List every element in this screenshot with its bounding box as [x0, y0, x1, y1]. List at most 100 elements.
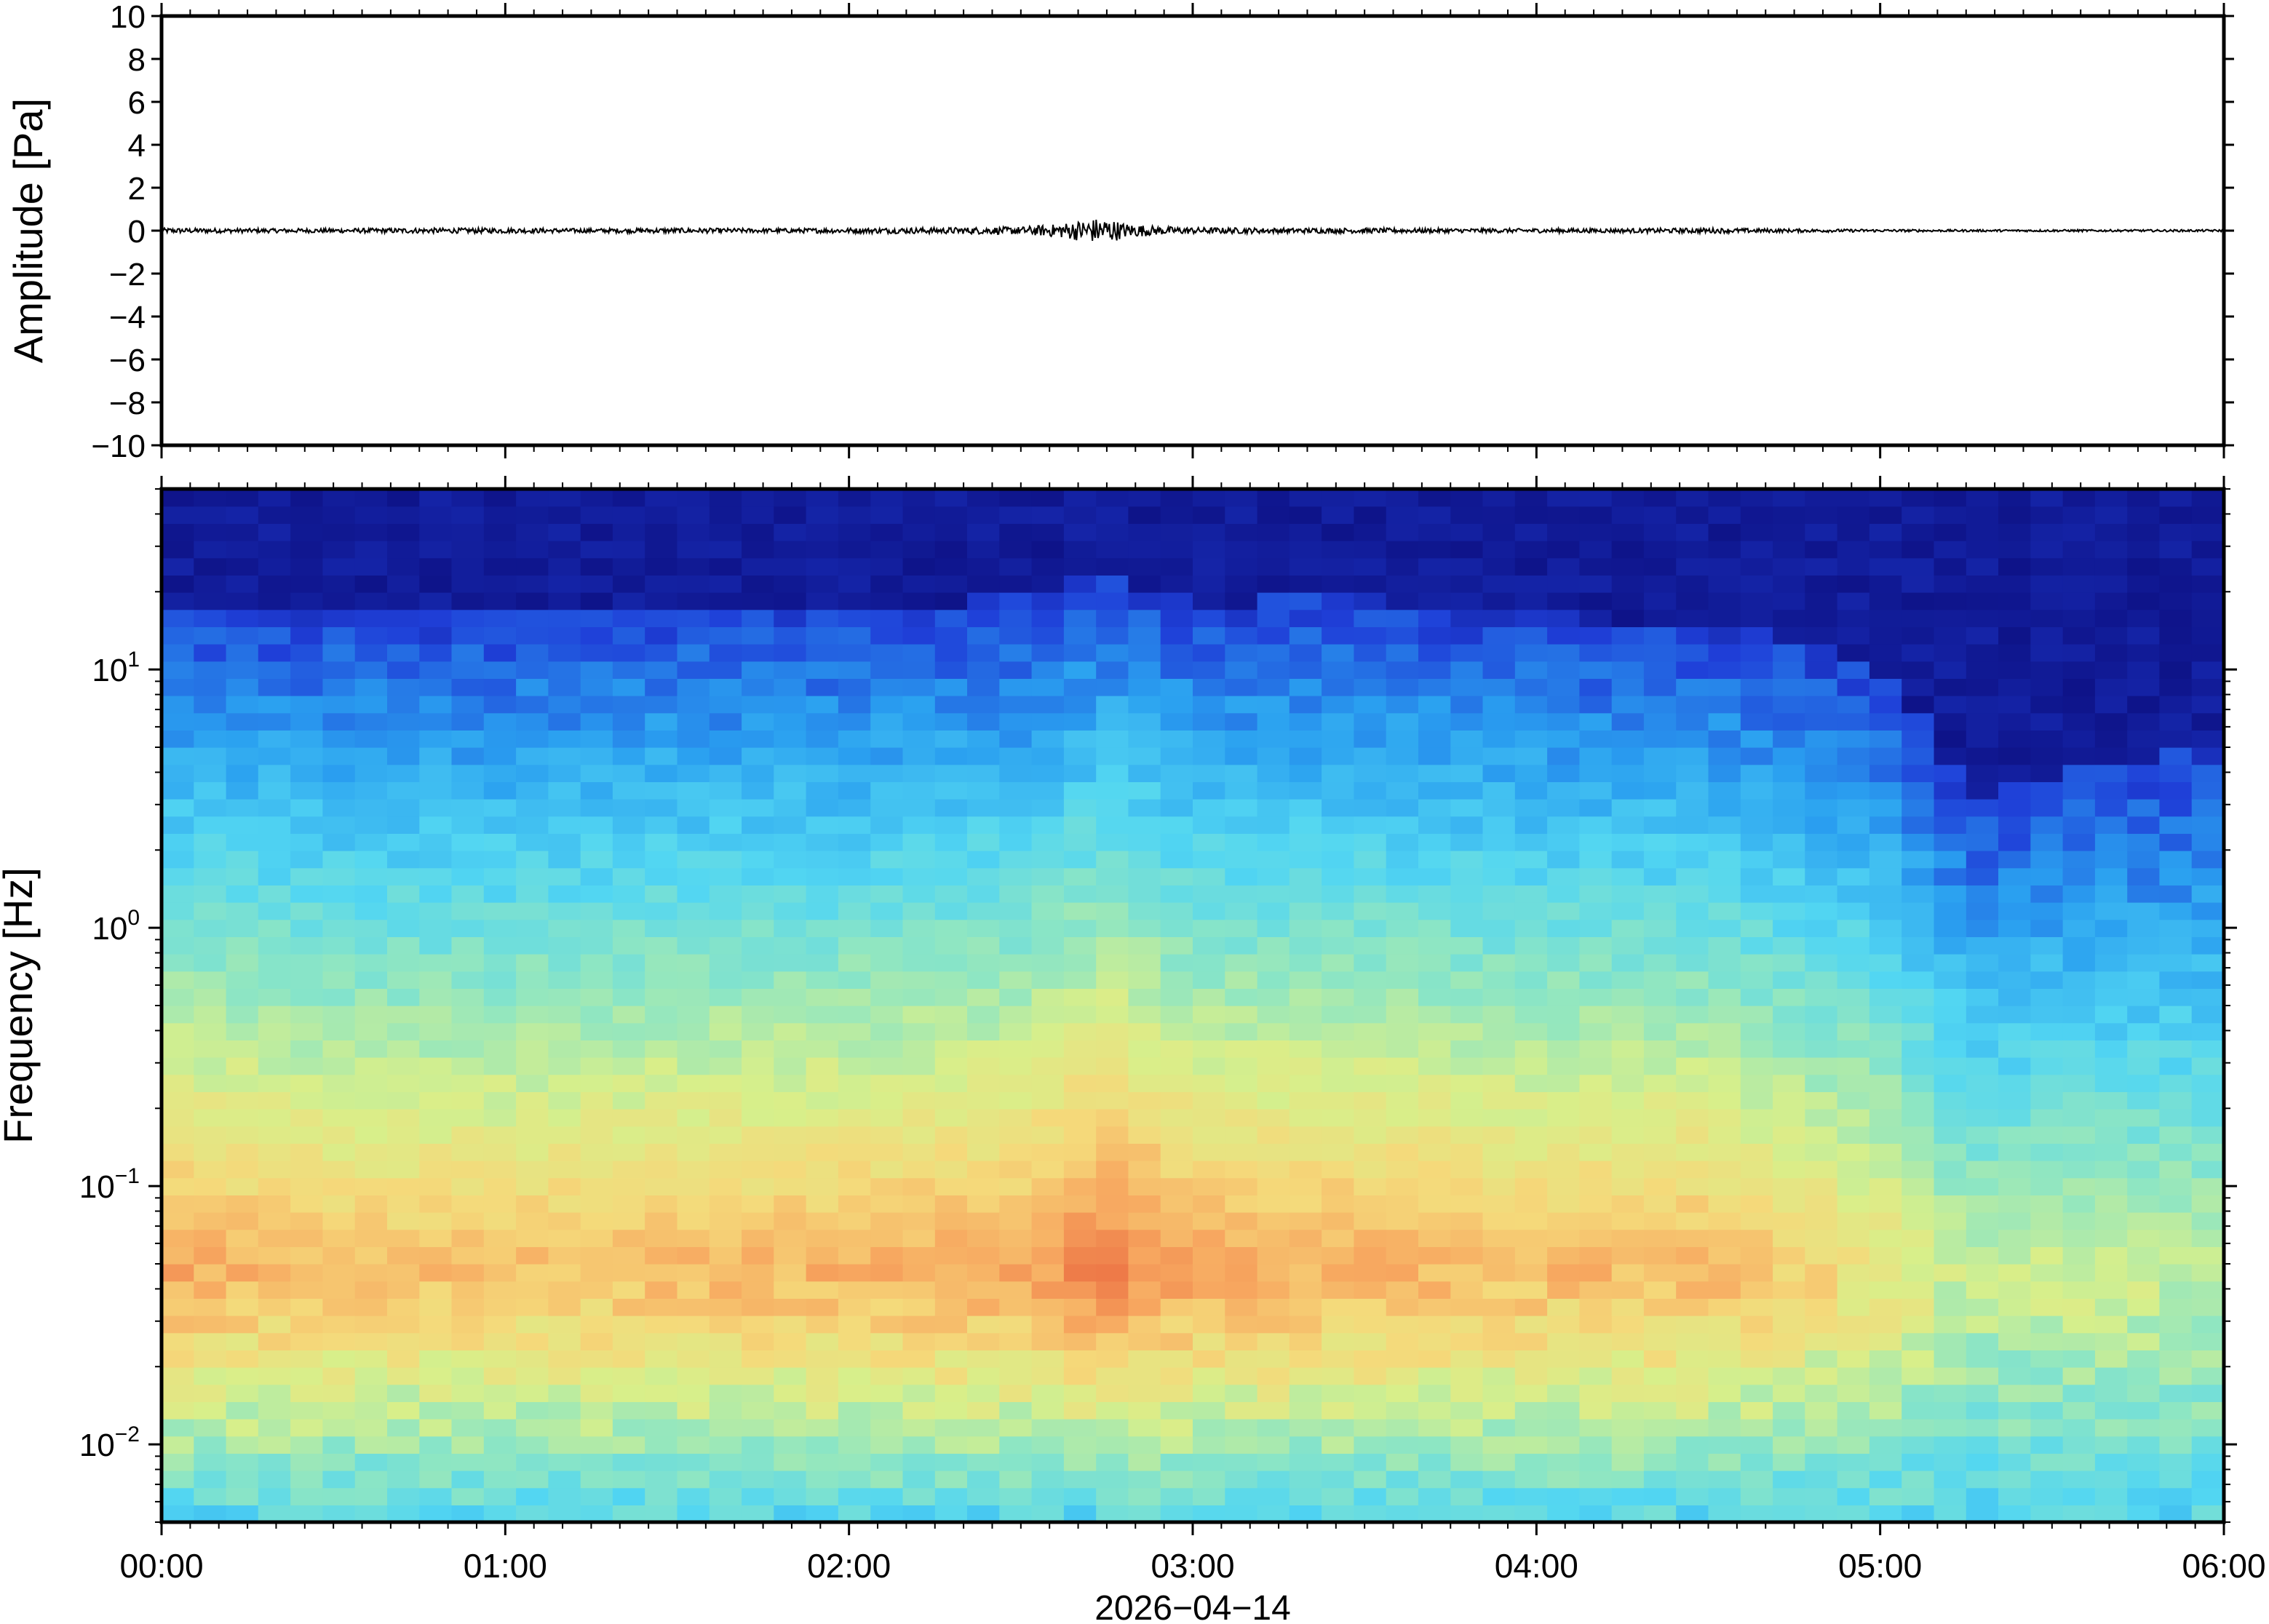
spectrogram-cell: [419, 1298, 453, 1316]
spectrogram-cell: [548, 575, 581, 593]
spectrogram-cell: [419, 730, 453, 748]
spectrogram-cell: [580, 506, 613, 524]
spectrogram-cell: [1418, 1436, 1451, 1454]
spectrogram-cell: [226, 1505, 259, 1523]
spectrogram-cell: [1128, 1487, 1161, 1505]
spectrogram-cell: [1482, 541, 1516, 559]
spectrogram-cell: [1482, 1177, 1516, 1195]
spectrogram-cell: [999, 1022, 1033, 1040]
spectrogram-cell: [194, 609, 227, 627]
spectrogram-cell: [967, 1074, 1000, 1092]
spectrogram-cell: [483, 506, 517, 524]
spectrogram-cell: [194, 885, 227, 903]
spectrogram-cell: [1805, 1367, 1838, 1385]
spectrogram-cell: [1514, 1453, 1548, 1471]
spectrogram-cell: [1096, 1161, 1129, 1179]
spectrogram-cell: [1869, 1126, 1902, 1144]
spectrogram-cell: [774, 1470, 807, 1489]
spectrogram-cell: [2094, 936, 2128, 955]
spectrogram-cell: [290, 1367, 323, 1385]
spectrogram-cell: [1902, 1505, 1935, 1523]
spectrogram-cell: [1676, 626, 1709, 645]
spectrogram-cell: [1547, 1470, 1580, 1489]
spectrogram-cell: [967, 1505, 1000, 1523]
spectrogram-cell: [967, 764, 1000, 782]
spectrogram-cell: [2030, 1177, 2064, 1195]
spectrogram-cell: [709, 1006, 742, 1024]
spectrogram-cell: [1289, 1109, 1322, 1127]
spectrogram-cell: [2127, 988, 2161, 1006]
spectrogram-cell: [612, 1006, 645, 1024]
spectrogram-cell: [2030, 1074, 2064, 1092]
spectrogram-cell: [1676, 1281, 1709, 1299]
spectrogram-cell: [612, 1229, 645, 1247]
spectrogram-cell: [1031, 1453, 1065, 1471]
spectrogram-cell: [258, 1315, 291, 1334]
spectrogram-cell: [322, 764, 356, 782]
spectrogram-cell: [1450, 1040, 1484, 1058]
spectrogram-cell: [548, 1505, 581, 1523]
spectrogram-cell: [774, 954, 807, 972]
spectrogram-cell: [580, 644, 613, 662]
spectrogram-cell: [999, 1264, 1033, 1282]
spectrogram-cell: [1354, 696, 1387, 714]
spectrogram-cell: [1805, 1298, 1838, 1316]
spectrogram-cell: [387, 902, 420, 920]
spectrogram-cell: [1257, 764, 1290, 782]
spectrogram-cell: [194, 1332, 227, 1350]
spectrogram-cell: [451, 1177, 485, 1195]
spectrogram-cell: [483, 851, 517, 869]
spectrogram-cell: [1322, 1367, 1354, 1385]
spectrogram-cell: [387, 781, 420, 800]
spectrogram-cell: [162, 1126, 194, 1144]
spectrogram-cell: [1869, 1384, 1902, 1402]
spectrogram-cell: [999, 1384, 1033, 1402]
spectrogram-cell: [838, 1453, 871, 1471]
spectrogram-cell: [1289, 626, 1322, 645]
spectrogram-cell: [774, 1246, 807, 1265]
spectrogram-cell: [1096, 833, 1129, 851]
spectrogram-cell: [1031, 1022, 1065, 1040]
spectrogram-cell: [806, 1487, 839, 1505]
spectrogram-cell: [1063, 644, 1097, 662]
spectrogram-cell: [1322, 833, 1354, 851]
spectrogram-cell: [1934, 541, 1967, 559]
spectrogram-cell: [2094, 1298, 2128, 1316]
spectrogram-cell: [677, 575, 710, 593]
spectrogram-cell: [1708, 988, 1741, 1006]
spectrogram-cell: [516, 506, 549, 524]
spectrogram-cell: [1257, 1315, 1290, 1334]
spectrogram-cell: [709, 1126, 742, 1144]
spectrogram-cell: [2191, 557, 2225, 576]
spectrogram-cell: [1740, 1195, 1773, 1213]
spectrogram-cell: [387, 1505, 420, 1523]
spectrogram-cell: [226, 730, 259, 748]
spectrogram-cell: [2094, 919, 2128, 937]
spectrogram-cell: [870, 1315, 904, 1334]
spectrogram-cell: [1869, 747, 1902, 765]
spectrogram-cell: [870, 799, 904, 817]
spectrogram-cell: [1096, 1040, 1129, 1058]
spectrogram-cell: [226, 902, 259, 920]
spectrogram-cell: [451, 1298, 485, 1316]
spectrogram-cell: [1160, 696, 1193, 714]
spectrogram-cell: [1708, 1126, 1741, 1144]
spectrogram-cell: [2127, 1229, 2161, 1247]
spectrogram-cell: [1773, 1350, 1805, 1368]
spectrogram-cell: [1934, 1143, 1967, 1161]
spectrogram-cell: [1096, 1022, 1129, 1040]
spectrogram-cell: [1289, 799, 1322, 817]
spectrogram-cell: [483, 1177, 517, 1195]
spectrogram-cell: [1128, 1281, 1161, 1299]
spectrogram-cell: [1128, 557, 1161, 576]
spectrogram-cell: [1611, 1264, 1645, 1282]
spectrogram-cell: [322, 1195, 356, 1213]
spectrogram-cell: [2191, 1384, 2225, 1402]
spectrogram-cell: [1966, 1384, 1999, 1402]
spectrogram-cell: [322, 1419, 356, 1437]
spectrogram-cell: [2159, 1040, 2193, 1058]
spectrogram-cell: [838, 971, 871, 989]
spectrogram-cell: [1289, 1453, 1322, 1471]
spectrogram-cell: [1708, 919, 1741, 937]
spectrogram-cell: [1450, 1350, 1484, 1368]
